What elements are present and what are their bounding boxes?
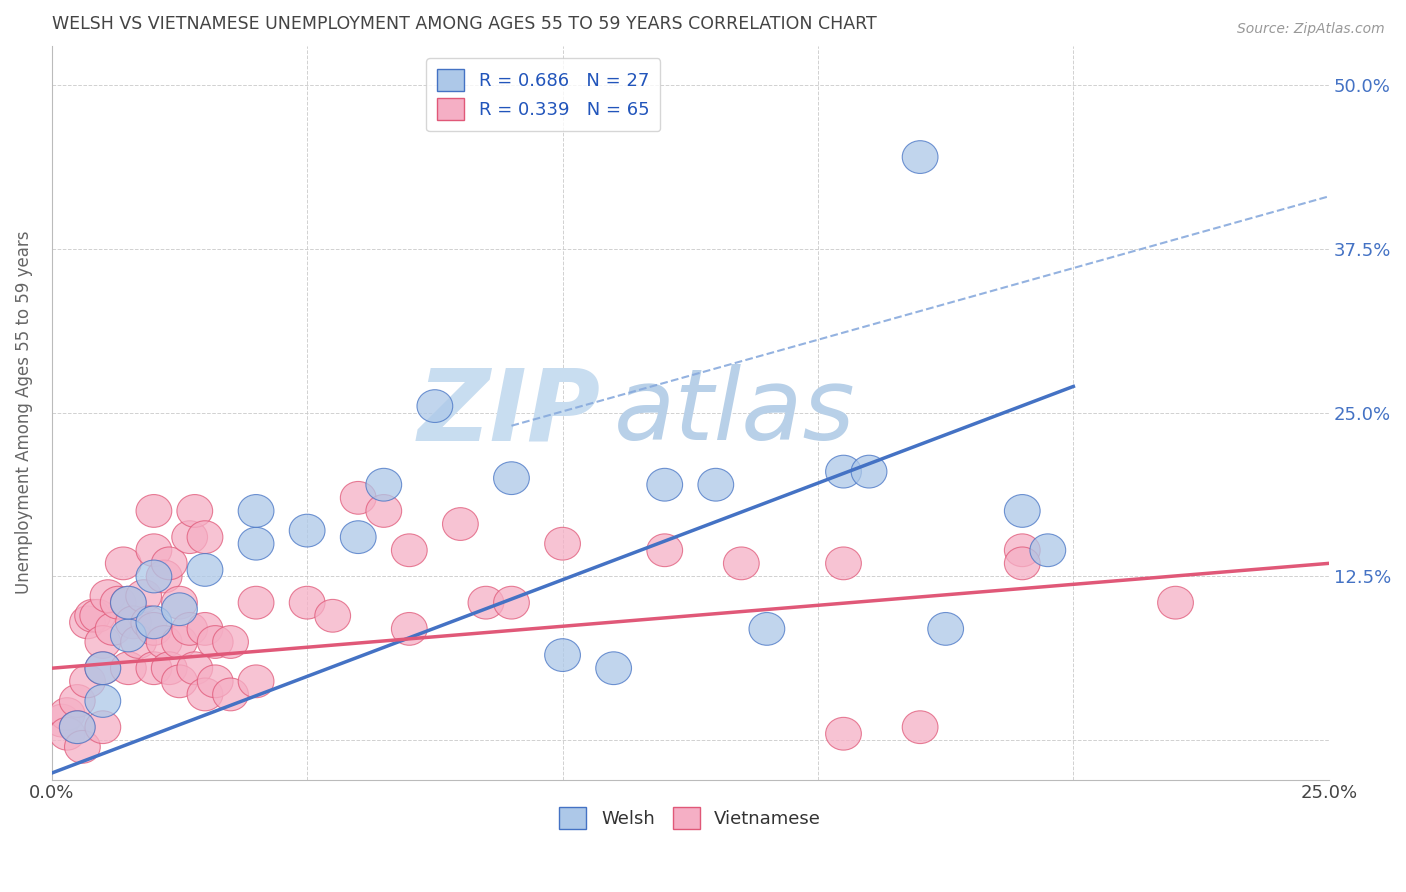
Ellipse shape [136, 560, 172, 593]
Ellipse shape [105, 547, 141, 580]
Ellipse shape [238, 527, 274, 560]
Ellipse shape [903, 711, 938, 744]
Ellipse shape [59, 711, 96, 744]
Ellipse shape [212, 678, 249, 711]
Legend: Welsh, Vietnamese: Welsh, Vietnamese [553, 800, 828, 837]
Ellipse shape [75, 599, 111, 632]
Ellipse shape [84, 684, 121, 717]
Ellipse shape [136, 534, 172, 566]
Ellipse shape [825, 455, 862, 488]
Ellipse shape [724, 547, 759, 580]
Ellipse shape [187, 613, 224, 645]
Ellipse shape [162, 586, 197, 619]
Ellipse shape [366, 494, 402, 527]
Ellipse shape [468, 586, 503, 619]
Ellipse shape [125, 580, 162, 613]
Ellipse shape [100, 586, 136, 619]
Ellipse shape [111, 652, 146, 684]
Y-axis label: Unemployment Among Ages 55 to 59 years: Unemployment Among Ages 55 to 59 years [15, 231, 32, 594]
Ellipse shape [172, 521, 208, 554]
Ellipse shape [825, 547, 862, 580]
Ellipse shape [136, 606, 172, 639]
Ellipse shape [697, 468, 734, 501]
Ellipse shape [290, 514, 325, 547]
Ellipse shape [111, 586, 146, 619]
Ellipse shape [162, 665, 197, 698]
Ellipse shape [152, 652, 187, 684]
Ellipse shape [177, 494, 212, 527]
Ellipse shape [290, 586, 325, 619]
Ellipse shape [903, 141, 938, 173]
Ellipse shape [70, 665, 105, 698]
Ellipse shape [391, 534, 427, 566]
Ellipse shape [315, 599, 350, 632]
Ellipse shape [1004, 494, 1040, 527]
Ellipse shape [647, 468, 682, 501]
Ellipse shape [65, 731, 100, 764]
Ellipse shape [84, 652, 121, 684]
Ellipse shape [115, 606, 152, 639]
Ellipse shape [596, 652, 631, 684]
Ellipse shape [152, 547, 187, 580]
Ellipse shape [418, 390, 453, 423]
Ellipse shape [84, 652, 121, 684]
Ellipse shape [136, 494, 172, 527]
Text: Source: ZipAtlas.com: Source: ZipAtlas.com [1237, 22, 1385, 37]
Ellipse shape [84, 711, 121, 744]
Ellipse shape [162, 593, 197, 625]
Ellipse shape [162, 625, 197, 658]
Ellipse shape [647, 534, 682, 566]
Ellipse shape [70, 606, 105, 639]
Ellipse shape [238, 586, 274, 619]
Ellipse shape [851, 455, 887, 488]
Ellipse shape [928, 613, 963, 645]
Ellipse shape [391, 613, 427, 645]
Ellipse shape [1004, 547, 1040, 580]
Ellipse shape [84, 625, 121, 658]
Ellipse shape [366, 468, 402, 501]
Ellipse shape [197, 625, 233, 658]
Text: ZIP: ZIP [418, 364, 600, 461]
Ellipse shape [1157, 586, 1194, 619]
Ellipse shape [172, 613, 208, 645]
Ellipse shape [49, 717, 84, 750]
Ellipse shape [177, 652, 212, 684]
Ellipse shape [340, 521, 377, 554]
Ellipse shape [59, 711, 96, 744]
Ellipse shape [494, 586, 529, 619]
Ellipse shape [131, 606, 167, 639]
Ellipse shape [111, 586, 146, 619]
Ellipse shape [1031, 534, 1066, 566]
Ellipse shape [825, 717, 862, 750]
Ellipse shape [494, 462, 529, 494]
Text: atlas: atlas [613, 364, 855, 461]
Ellipse shape [544, 527, 581, 560]
Ellipse shape [212, 625, 249, 658]
Ellipse shape [146, 560, 181, 593]
Ellipse shape [96, 613, 131, 645]
Ellipse shape [49, 698, 84, 731]
Ellipse shape [749, 613, 785, 645]
Ellipse shape [238, 665, 274, 698]
Ellipse shape [187, 678, 224, 711]
Ellipse shape [544, 639, 581, 672]
Ellipse shape [59, 684, 96, 717]
Ellipse shape [44, 705, 80, 737]
Ellipse shape [238, 494, 274, 527]
Ellipse shape [136, 652, 172, 684]
Ellipse shape [1004, 534, 1040, 566]
Ellipse shape [146, 625, 181, 658]
Ellipse shape [121, 625, 156, 658]
Ellipse shape [90, 580, 125, 613]
Ellipse shape [136, 613, 172, 645]
Text: WELSH VS VIETNAMESE UNEMPLOYMENT AMONG AGES 55 TO 59 YEARS CORRELATION CHART: WELSH VS VIETNAMESE UNEMPLOYMENT AMONG A… [52, 15, 876, 33]
Ellipse shape [187, 554, 224, 586]
Ellipse shape [340, 482, 377, 514]
Ellipse shape [443, 508, 478, 541]
Ellipse shape [80, 599, 115, 632]
Ellipse shape [111, 619, 146, 652]
Ellipse shape [187, 521, 224, 554]
Ellipse shape [197, 665, 233, 698]
